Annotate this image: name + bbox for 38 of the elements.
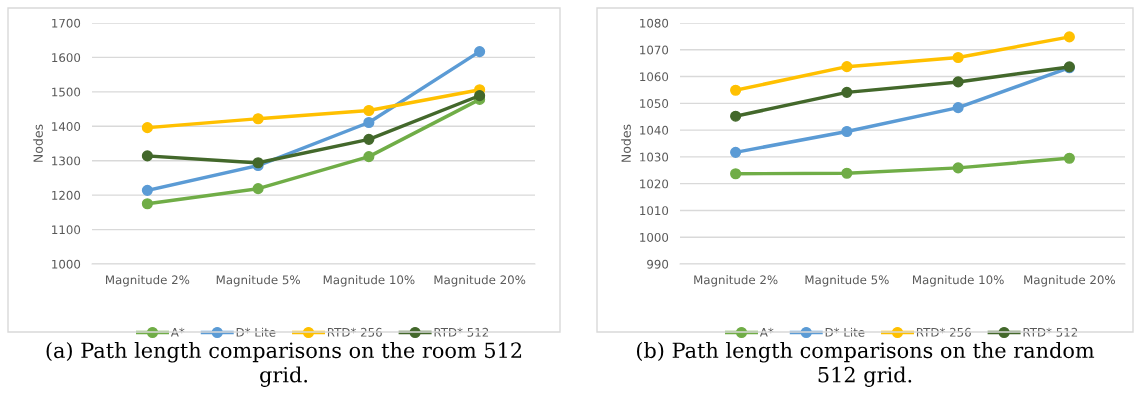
- legend-label: D* Lite: [825, 327, 865, 337]
- y-tick-label: 1010: [640, 206, 669, 216]
- x-tick-label: Magnitude 2%: [106, 275, 190, 287]
- y-tick-label: 1300: [52, 156, 81, 166]
- y-tick-label: 1020: [640, 179, 669, 189]
- legend-label: D* Lite: [236, 327, 276, 337]
- y-tick-label: 1080: [640, 18, 669, 28]
- legend-label: RTD* 512: [434, 327, 489, 337]
- legend-label: RTD* 256: [916, 327, 971, 337]
- y-tick-label: 990: [647, 259, 669, 269]
- x-tick-label: Magnitude 20%: [1024, 275, 1115, 287]
- x-tick-label: Magnitude 10%: [323, 275, 415, 287]
- y-tick-label: 1060: [640, 72, 669, 82]
- y-tick-label: 1000: [640, 232, 669, 242]
- legend-label: RTD* 512: [1023, 327, 1078, 337]
- x-tick-label: Magnitude 20%: [434, 275, 526, 287]
- legend-label: RTD* 256: [327, 327, 382, 337]
- text: (b) Path length comparisons on the random 512 grid.: [636, 342, 1095, 387]
- y-tick-label: 1200: [52, 190, 81, 200]
- x-tick-label: Magnitude 10%: [913, 275, 1004, 287]
- y-tick-label: 1400: [52, 122, 81, 131]
- y-tick-label: 1700: [52, 18, 81, 28]
- y-axis-title: Nodes: [33, 124, 43, 162]
- y-tick-label: 1030: [640, 152, 669, 162]
- legend-label: A*: [170, 327, 185, 337]
- x-tick-label: Magnitude 2%: [694, 275, 778, 287]
- x-tick-label: Magnitude 5%: [216, 275, 300, 287]
- text: (a) Path length comparisons on the room 512 grid.: [46, 342, 522, 387]
- y-tick-label: 1050: [640, 99, 669, 108]
- y-tick-label: 1040: [640, 125, 669, 135]
- y-tick-label: 1500: [52, 87, 81, 97]
- y-tick-label: 1000: [52, 259, 81, 269]
- legend-label: A*: [759, 327, 774, 337]
- y-axis-title: Nodes: [621, 124, 631, 162]
- y-tick-label: 1600: [52, 53, 81, 63]
- y-tick-label: 1100: [52, 225, 81, 235]
- y-tick-label: 1070: [640, 45, 669, 55]
- x-tick-label: Magnitude 5%: [805, 275, 889, 287]
